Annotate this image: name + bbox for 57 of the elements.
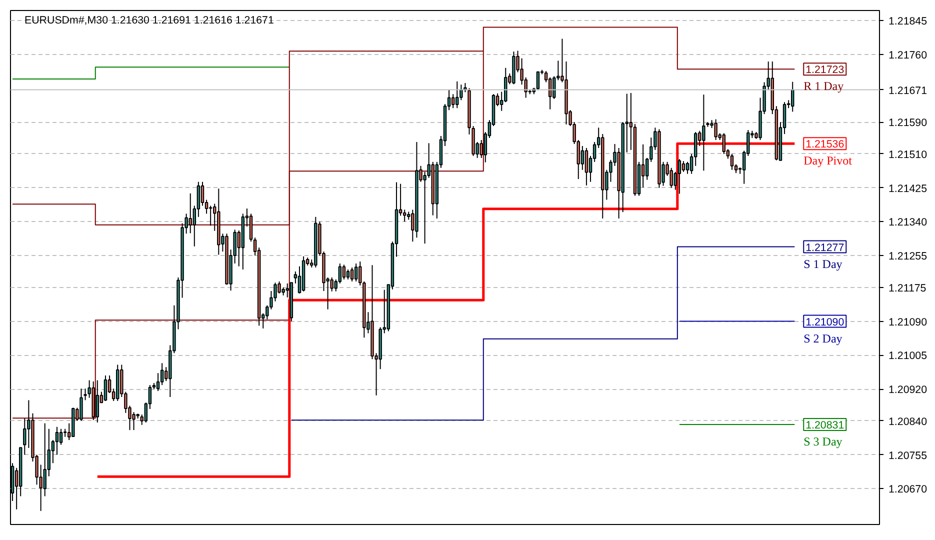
candlestick: [722, 132, 726, 154]
candlestick: [188, 192, 192, 234]
y-tick-label: 1.20840: [888, 416, 928, 428]
candlestick: [249, 213, 253, 242]
candlestick: [346, 268, 350, 280]
annotation: 1.21536: [806, 138, 844, 151]
candlestick: [678, 158, 682, 194]
y-tick-label: 1.21845: [888, 15, 928, 28]
y-tick-label: 1.21760: [888, 49, 928, 62]
legend-label: S 2 Day: [804, 331, 842, 346]
legend-label: S 3 Day: [804, 434, 842, 448]
candlestick: [160, 362, 164, 386]
y-tick-label: 1.21005: [888, 350, 928, 362]
candlestick: [80, 388, 83, 422]
candlestick: [200, 181, 204, 206]
annotation: 1.21090: [806, 316, 844, 328]
candlestick: [504, 67, 508, 103]
candlestick: [456, 80, 459, 109]
candlestick: [584, 147, 588, 186]
y-tick-label: 1.21425: [888, 182, 928, 195]
candlestick: [59, 428, 63, 446]
y-tick-label: 1.21340: [888, 216, 928, 229]
candlestick: [132, 412, 136, 431]
y-tick-label: 1.21255: [888, 250, 928, 263]
y-tick-label: 1.21090: [888, 316, 928, 328]
y-tick-label: 1.21510: [888, 148, 928, 161]
candlestick: [104, 374, 108, 402]
ref-line-label: 1.21671: [888, 84, 928, 97]
y-tick-label: 1.20755: [888, 450, 928, 462]
candlestick: [55, 426, 59, 456]
candlestick: [342, 264, 346, 280]
candlestick: [208, 205, 212, 226]
candlestick: [84, 388, 87, 401]
candlestick: [460, 84, 463, 101]
candlestick: [702, 94, 706, 172]
y-tick-label: 1.20670: [888, 484, 928, 496]
candlestick: [730, 153, 734, 170]
candlestick: [354, 263, 358, 282]
candlestick: [536, 71, 540, 91]
y-tick-label: 1.20920: [888, 384, 928, 396]
candlestick: [96, 380, 100, 423]
candlestick: [714, 118, 718, 140]
candlestick: [350, 267, 354, 282]
annotation: 1.21723: [806, 64, 844, 76]
candlestick: [451, 94, 455, 109]
y-tick-label: 1.21590: [888, 117, 928, 130]
chart-title: EURUSDm#,M30 1.21630 1.21691 1.21616 1.21671: [24, 14, 274, 26]
candlestick: [580, 145, 584, 170]
y-tick-label: 1.21175: [888, 282, 926, 294]
annotation: 1.20831: [806, 419, 844, 432]
legend-label: R 1 Day: [804, 79, 844, 94]
legend-label: S 1 Day: [804, 256, 842, 271]
candlestick: [156, 372, 160, 392]
legend-label: Day Pivot: [804, 154, 853, 168]
candlestick: [682, 160, 686, 172]
candlestick: [402, 209, 406, 222]
annotation: 1.21277: [806, 242, 844, 254]
